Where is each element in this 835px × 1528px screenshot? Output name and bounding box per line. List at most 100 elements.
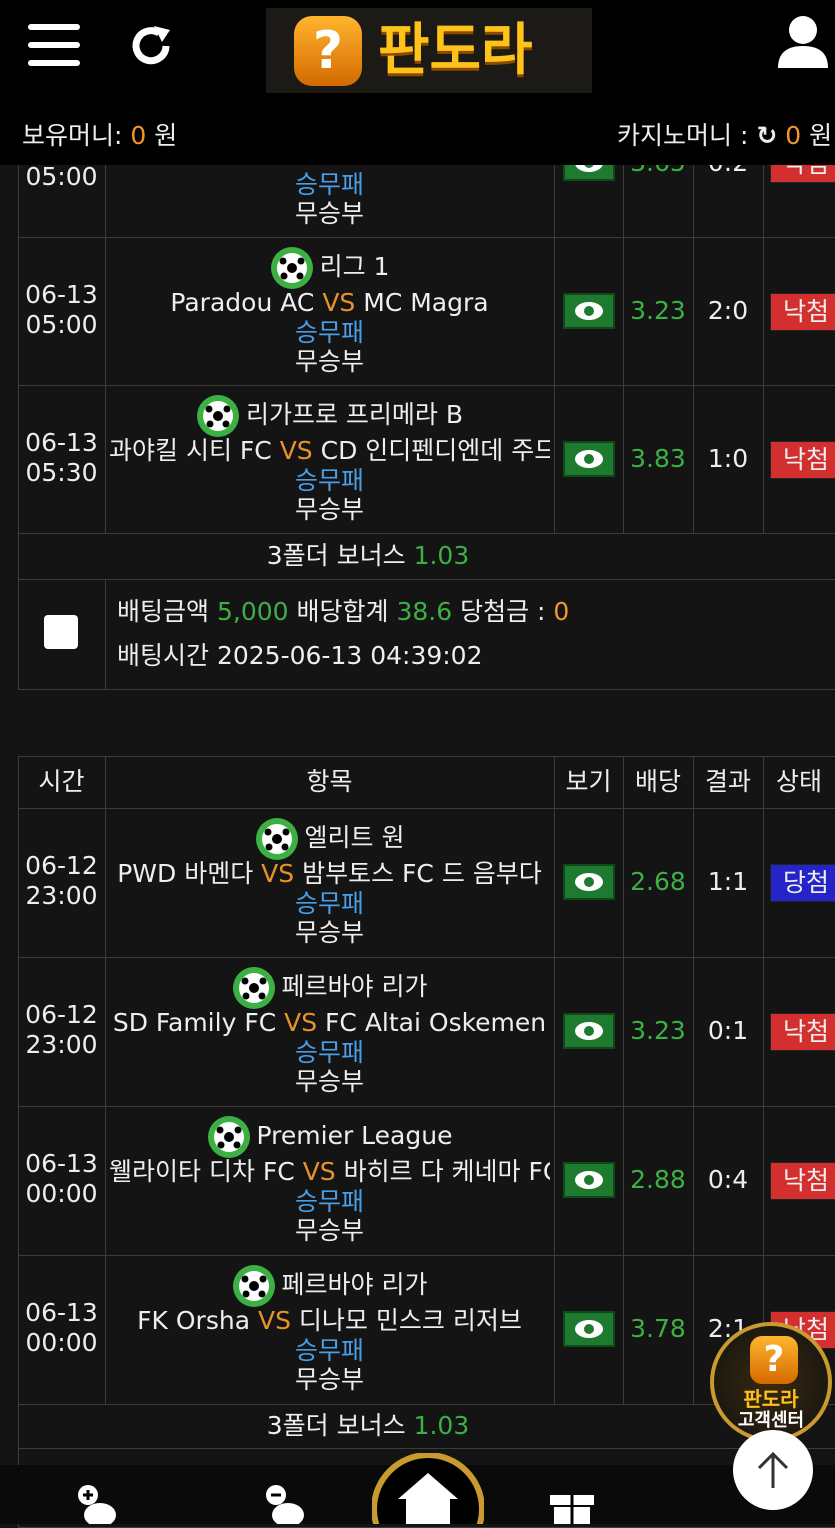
refresh-button[interactable] [128, 22, 176, 70]
support-button[interactable]: ? 판도라 고객센터 [710, 1322, 832, 1442]
home-button[interactable] [372, 1453, 484, 1524]
bonus-label: 3폴더 보너스 [266, 541, 406, 570]
deposit-button[interactable] [74, 1483, 118, 1524]
pick-name: 무승부 [294, 1365, 364, 1394]
eye-icon [575, 1171, 603, 1189]
home-team: Paradou AC [170, 288, 315, 317]
summary-total: 38.6 [396, 597, 453, 626]
away-team: 디나모 민스크 리저브 [298, 1306, 522, 1335]
summary-cell [105, 579, 835, 690]
column-header: 보기 [565, 767, 612, 796]
column-header: 배당 [634, 767, 681, 796]
match-date: 06-13 [25, 1149, 98, 1178]
league-name: 리가프로 프리메라 B [245, 400, 464, 429]
soccer-icon [207, 1116, 250, 1158]
user-button[interactable] [778, 14, 828, 70]
odds: 2.88 [630, 1165, 686, 1194]
bonus-text: 3폴더 보너스 1.03 [18, 541, 718, 571]
result: 1:0 [707, 444, 749, 473]
status-badge: 낙첨 [770, 1013, 835, 1051]
casino-refresh[interactable]: ↻ [756, 121, 778, 150]
market-name: 승무패 [294, 889, 364, 918]
pick-name: 무승부 [294, 1216, 364, 1245]
view-button[interactable] [563, 1013, 615, 1049]
away-team: 바히르 다 케네마 FC [343, 1157, 550, 1186]
bet-time: 2025-06-13 04:39:02 [216, 641, 483, 670]
home-team: PWD 바멘다 [117, 859, 254, 888]
pick-name: 무승부 [294, 1067, 364, 1096]
column-header: 결과 [704, 767, 751, 796]
market-name: 승무패 [294, 170, 364, 199]
soccer-icon [232, 1265, 275, 1307]
teams-line: FK Orsha VS 디나모 민스크 리저브 [109, 1306, 550, 1336]
casino-wallet: 카지노머니 : ↻ 0 원 [617, 116, 832, 152]
view-button[interactable] [563, 441, 615, 477]
league-name: Premier League [256, 1121, 453, 1150]
result: 0:1 [707, 1016, 749, 1045]
vs-label: VS [322, 288, 356, 317]
eye-icon [575, 302, 603, 320]
teams-line: PWD 바멘다 VS 밤부토스 FC 드 음부다 [109, 859, 550, 889]
eye-icon [575, 1022, 603, 1040]
vs-label: VS [279, 436, 313, 465]
casino-amount: 0 [785, 121, 802, 150]
column-header: 시간 [38, 767, 85, 796]
market-name: 승무패 [294, 318, 364, 347]
teams-line: Paradou AC VS MC Magra [109, 288, 550, 318]
teams-line: 과야킬 시티 FC VS CD 인디펜디엔데 주드 [109, 436, 550, 466]
match-date: 06-12 [25, 851, 98, 880]
soccer-icon [255, 818, 298, 860]
status-badge: 당첨 [770, 864, 835, 902]
match-time: 05:00 [25, 162, 98, 191]
soccer-icon [232, 967, 275, 1009]
vs-label: VS [257, 1306, 291, 1335]
view-button[interactable] [563, 293, 615, 329]
league-line: Premier League [109, 1114, 550, 1159]
view-button[interactable] [563, 1162, 615, 1198]
select-checkbox[interactable] [44, 615, 78, 649]
bonus-value: 1.03 [413, 1411, 470, 1440]
eye-icon [575, 450, 603, 468]
bonus-label: 3폴더 보너스 [266, 1411, 406, 1440]
home-team: 과야킬 시티 FC [109, 436, 272, 465]
vs-label: VS [302, 1157, 336, 1186]
odds: 3.83 [630, 444, 686, 473]
vs-label: VS [261, 859, 295, 888]
league-line: 페르바야 리가 [109, 1263, 550, 1308]
pick-name: 무승부 [294, 347, 364, 376]
soccer-icon [196, 395, 239, 437]
casino-label: 카지노머니 : [617, 121, 749, 150]
pick-name: 무승부 [294, 918, 364, 947]
status-badge: 낙첨 [770, 441, 835, 479]
summary-win: 0 [553, 597, 570, 626]
league-line: 리그 1 [109, 245, 550, 290]
league-name: 리그 1 [319, 252, 390, 281]
scroll-top-button[interactable] [731, 1428, 815, 1512]
casino-unit: 원 [809, 121, 833, 150]
market-name: 승무패 [294, 1187, 364, 1216]
eye-icon [575, 1320, 603, 1338]
menu-button[interactable] [28, 22, 80, 68]
logo[interactable]: ? 판도라 [266, 8, 592, 93]
home-team: 웰라이타 디차 FC [109, 1157, 295, 1186]
eye-icon [575, 873, 603, 891]
view-button[interactable] [563, 864, 615, 900]
odds: 3.23 [630, 1016, 686, 1045]
odds: 3.23 [630, 296, 686, 325]
view-button[interactable] [563, 1311, 615, 1347]
vs-label: VS [284, 1008, 318, 1037]
pick-name: 무승부 [294, 495, 364, 524]
result: 2:0 [707, 296, 749, 325]
support-line1: 판도라 [743, 1387, 799, 1411]
summary-total-label: 배당합계 [296, 597, 389, 626]
market-name: 승무패 [294, 1038, 364, 1067]
event-button[interactable] [548, 1483, 596, 1524]
wallet: 보유머니: 0 원 [22, 116, 177, 152]
pick-name: 무승부 [294, 199, 364, 228]
summary-amount: 5,000 [216, 597, 289, 626]
match-time: 00:00 [25, 1179, 98, 1208]
teams-line: 웰라이타 디차 FC VS 바히르 다 케네마 FC [109, 1157, 550, 1187]
withdraw-button[interactable] [262, 1483, 306, 1524]
